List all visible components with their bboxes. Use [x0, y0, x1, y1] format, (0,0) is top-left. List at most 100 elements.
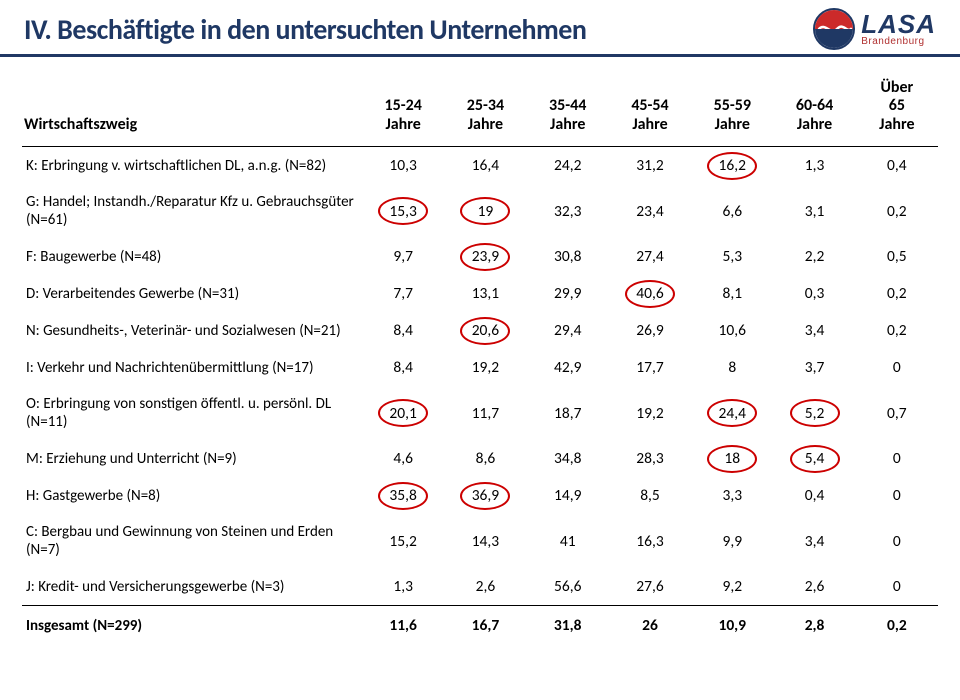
table-row: I: Verkehr und Nachrichtenübermittlung (… — [22, 349, 938, 386]
cell: 14,9 — [527, 477, 609, 514]
cell: 0 — [856, 349, 938, 386]
table-row: D: Verarbeitendes Gewerbe (N=31)7,713,12… — [22, 275, 938, 312]
cell: 36,9 — [444, 477, 526, 514]
row-label: C: Bergbau und Gewinnung von Steinen und… — [22, 514, 362, 568]
cell: 9,2 — [691, 568, 773, 606]
row-label: J: Kredit- und Versicherungsgewerbe (N=3… — [22, 568, 362, 606]
cell: 2,6 — [444, 568, 526, 606]
col-header: 35-44Jahre — [527, 67, 609, 147]
highlighted-value: 20,1 — [389, 404, 416, 423]
cell: 0,7 — [856, 386, 938, 440]
highlighted-value: 20,6 — [472, 321, 499, 340]
cell: 31,2 — [609, 147, 691, 185]
cell: 23,4 — [609, 184, 691, 238]
cell: 0 — [856, 568, 938, 606]
cell: 2,2 — [773, 238, 855, 275]
cell: 13,1 — [444, 275, 526, 312]
highlighted-value: 18 — [724, 449, 740, 468]
table-row: J: Kredit- und Versicherungsgewerbe (N=3… — [22, 568, 938, 606]
cell: 9,9 — [691, 514, 773, 568]
cell: 56,6 — [527, 568, 609, 606]
cell: 0,3 — [773, 275, 855, 312]
cell: 35,8 — [362, 477, 444, 514]
logo-text-main: LASA — [861, 11, 936, 37]
cell: 0,2 — [856, 184, 938, 238]
cell: 10,3 — [362, 147, 444, 185]
col-header: 25-34Jahre — [444, 67, 526, 147]
cell: 29,9 — [527, 275, 609, 312]
row-label: K: Erbringung v. wirtschaftlichen DL, a.… — [22, 147, 362, 185]
cell: 9,7 — [362, 238, 444, 275]
cell: 40,6 — [609, 275, 691, 312]
cell: 0,2 — [856, 275, 938, 312]
logo-text-sub: Brandenburg — [861, 37, 936, 47]
row-label: O: Erbringung von sonstigen öffentl. u. … — [22, 386, 362, 440]
cell: 31,8 — [527, 606, 609, 645]
table-row: O: Erbringung von sonstigen öffentl. u. … — [22, 386, 938, 440]
cell: 1,3 — [362, 568, 444, 606]
highlighted-value: 24,4 — [719, 404, 746, 423]
cell: 20,6 — [444, 312, 526, 349]
table-row: M: Erziehung und Unterricht (N=9)4,68,63… — [22, 440, 938, 477]
cell: 42,9 — [527, 349, 609, 386]
cell: 3,3 — [691, 477, 773, 514]
table-row: F: Baugewerbe (N=48)9,723,930,827,45,32,… — [22, 238, 938, 275]
cell: 3,7 — [773, 349, 855, 386]
cell: 8,5 — [609, 477, 691, 514]
table-row: G: Handel; Instandh./Reparatur Kfz u. Ge… — [22, 184, 938, 238]
cell: 3,4 — [773, 514, 855, 568]
highlighted-value: 19 — [478, 202, 494, 221]
cell: 18 — [691, 440, 773, 477]
cell: 11,6 — [362, 606, 444, 645]
col-header-label: Wirtschaftszweig — [22, 67, 362, 147]
col-header: 15-24Jahre — [362, 67, 444, 147]
table-row: N: Gesundheits-, Veterinär- und Sozialwe… — [22, 312, 938, 349]
row-label: Insgesamt (N=299) — [22, 606, 362, 645]
cell: 3,1 — [773, 184, 855, 238]
cell: 19 — [444, 184, 526, 238]
cell: 2,8 — [773, 606, 855, 645]
cell: 8,4 — [362, 312, 444, 349]
table-row: H: Gastgewerbe (N=8) 35,8 36,914,98,53,30,… — [22, 477, 938, 514]
highlighted-value: 5,4 — [805, 449, 825, 468]
row-label: G: Handel; Instandh./Reparatur Kfz u. Ge… — [22, 184, 362, 238]
row-label: H: Gastgewerbe (N=8) — [22, 477, 362, 514]
cell: 24,2 — [527, 147, 609, 185]
page-title: IV. Beschäftigte in den untersuchten Unt… — [24, 12, 586, 47]
row-label: I: Verkehr und Nachrichtenübermittlung (… — [22, 349, 362, 386]
cell: 5,4 — [773, 440, 855, 477]
col-header: 45-54Jahre — [609, 67, 691, 147]
lasa-logo-icon — [813, 8, 855, 50]
row-label: D: Verarbeitendes Gewerbe (N=31) — [22, 275, 362, 312]
cell: 10,9 — [691, 606, 773, 645]
cell: 8,1 — [691, 275, 773, 312]
cell: 6,6 — [691, 184, 773, 238]
cell: 11,7 — [444, 386, 526, 440]
cell: 28,3 — [609, 440, 691, 477]
cell: 19,2 — [609, 386, 691, 440]
cell: 10,6 — [691, 312, 773, 349]
highlighted-value: 23,9 — [472, 247, 499, 266]
cell: 5,2 — [773, 386, 855, 440]
cell: 26 — [609, 606, 691, 645]
total-row: Insgesamt (N=299)11,616,731,82610,92,80,… — [22, 606, 938, 645]
row-label: M: Erziehung und Unterricht (N=9) — [22, 440, 362, 477]
cell: 1,3 — [773, 147, 855, 185]
cell: 8,4 — [362, 349, 444, 386]
cell: 0,5 — [856, 238, 938, 275]
col-header: Über65Jahre — [856, 67, 938, 147]
cell: 0 — [856, 477, 938, 514]
cell: 41 — [527, 514, 609, 568]
highlighted-value: 15,3 — [389, 202, 416, 221]
cell: 8,6 — [444, 440, 526, 477]
highlighted-value: 35,8 — [389, 486, 416, 505]
cell: 16,7 — [444, 606, 526, 645]
cell: 5,3 — [691, 238, 773, 275]
cell: 0 — [856, 514, 938, 568]
cell: 32,3 — [527, 184, 609, 238]
cell: 0 — [856, 440, 938, 477]
cell: 27,4 — [609, 238, 691, 275]
cell: 0,4 — [773, 477, 855, 514]
cell: 24,4 — [691, 386, 773, 440]
row-label: F: Baugewerbe (N=48) — [22, 238, 362, 275]
